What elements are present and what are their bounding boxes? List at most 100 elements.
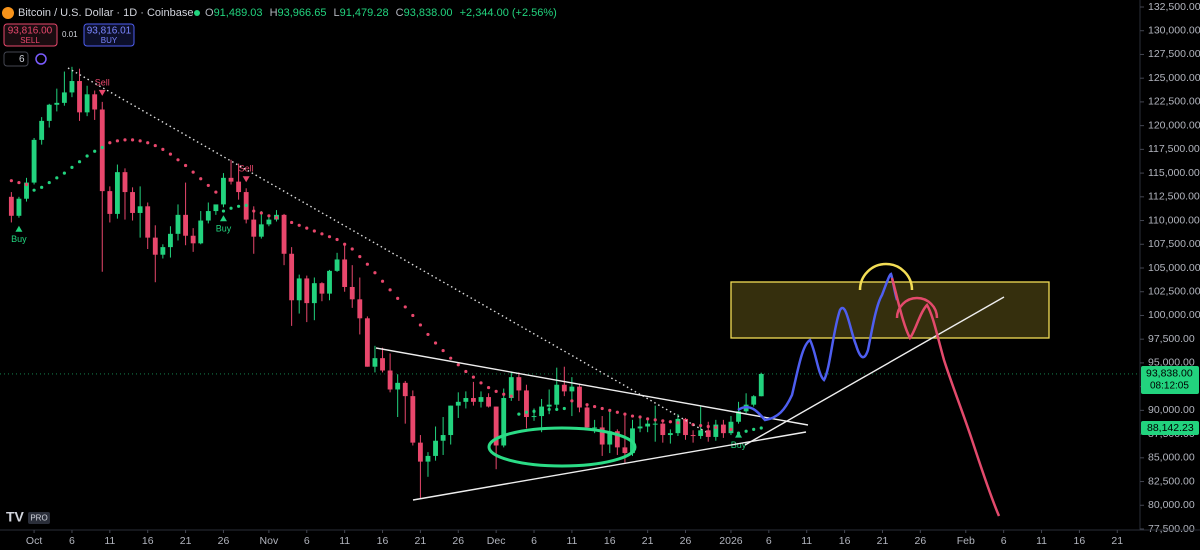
trail-dot (593, 404, 597, 409)
trail-dot (183, 163, 188, 168)
trail-dot (365, 262, 369, 266)
candle-body (402, 382, 408, 397)
buy-label: Buy (11, 234, 27, 244)
candle-body (311, 283, 317, 304)
sell-price: 93,816.00 (8, 26, 53, 37)
y-tick-label: 102,500.00 (1148, 286, 1200, 298)
x-tick-label: 21 (642, 535, 654, 547)
trail-dot (70, 165, 74, 169)
candle-body (175, 214, 181, 234)
trail-dot (396, 296, 400, 300)
price-axis (1140, 0, 1200, 550)
candle-body (698, 430, 704, 436)
candle-body (728, 421, 734, 434)
trail-dot (206, 183, 210, 188)
candle-body (152, 237, 158, 255)
plot-area: Buy Buy Buy Sell Sell (0, 66, 1140, 499)
trail-dot (199, 177, 203, 181)
buy-button[interactable] (83, 23, 135, 47)
time-axis-labels: Oct 6 11 16 21 26 Nov 6 11 16 21 26 Dec 6 11 16 21 26 2026… (26, 530, 1123, 547)
stop-price-label: 88,142.23 (1147, 422, 1194, 434)
y-tick-label: 132,500.00 (1148, 1, 1200, 13)
candle-body (364, 318, 370, 367)
logo-mark: TV (6, 509, 25, 525)
candle-body (114, 172, 120, 214)
trail-dot (115, 139, 120, 143)
trail-dot (456, 363, 460, 367)
trail-dot (62, 171, 66, 175)
candle-body (683, 418, 688, 436)
candle-body (342, 259, 348, 287)
candle-body (554, 384, 560, 405)
trail-dot (93, 149, 97, 153)
y-tick-label: 82,500.00 (1148, 475, 1195, 487)
logo-text: PRO (30, 514, 47, 523)
candle-body (531, 416, 537, 418)
candle-body (546, 404, 552, 407)
trail-dot (274, 216, 279, 220)
sell-button[interactable] (3, 23, 58, 47)
trail-dot (176, 158, 180, 162)
trend-line-lower (412, 431, 807, 501)
trail-dot (100, 145, 104, 150)
candle-body (516, 377, 522, 391)
trail-dot (335, 237, 339, 242)
trail-dot (744, 429, 748, 433)
stop-price-tag (1141, 420, 1199, 435)
trail-dot (282, 217, 286, 222)
trail-dot (706, 424, 710, 429)
trail-dot (539, 408, 544, 412)
trail-dot (661, 419, 665, 423)
trail-dot (418, 323, 422, 327)
sell-marker (98, 89, 106, 96)
candle-body (327, 270, 332, 294)
trail-dot (562, 406, 566, 411)
trail-dot (244, 203, 248, 207)
trail-dot (108, 141, 112, 145)
c-key: C (396, 7, 404, 19)
indicators-toggle[interactable] (3, 51, 29, 67)
trail-dot (32, 188, 36, 192)
candle-body (281, 214, 287, 254)
trail-dot (433, 341, 438, 345)
trail-dot (40, 185, 44, 189)
trail-dot (441, 348, 445, 353)
y-tick-label: 112,500.00 (1148, 191, 1200, 203)
trail-dot (638, 415, 642, 419)
candle-body (675, 418, 681, 434)
x-tick-label: 2026 (719, 535, 743, 547)
candle-body (387, 370, 393, 390)
indicator-icon[interactable] (35, 53, 47, 65)
trail-dot (290, 220, 294, 225)
x-tick-label: 6 (69, 535, 75, 547)
candle-body (372, 358, 378, 367)
x-tick-label: 11 (801, 535, 812, 547)
candle-body (130, 192, 135, 213)
candle-body (417, 442, 423, 462)
change: +2,344.00 (+2.56%) (460, 7, 557, 19)
trail-dot (759, 426, 763, 430)
trail-dot (630, 414, 635, 418)
trail-dot (380, 279, 385, 283)
trail-dot (494, 389, 498, 393)
buy-marker (15, 225, 23, 232)
trail-dot (130, 138, 135, 142)
x-tick-label: 16 (839, 535, 851, 547)
candle-body (319, 283, 325, 294)
trail-dot (471, 375, 476, 379)
candle-body (31, 139, 37, 183)
candle-body (395, 382, 401, 390)
candle-body (380, 358, 385, 371)
trail-dot (168, 152, 173, 156)
last-price-tag (1141, 365, 1199, 394)
y-tick-label: 95,000.00 (1148, 357, 1195, 369)
trail-dot (653, 418, 657, 422)
candle-body (758, 373, 764, 397)
trail-dot (486, 385, 491, 390)
trail-dot (350, 247, 354, 251)
candle-body (266, 219, 272, 225)
last-price-label: 93,838.00 (1146, 368, 1193, 380)
candle-body (410, 396, 416, 443)
